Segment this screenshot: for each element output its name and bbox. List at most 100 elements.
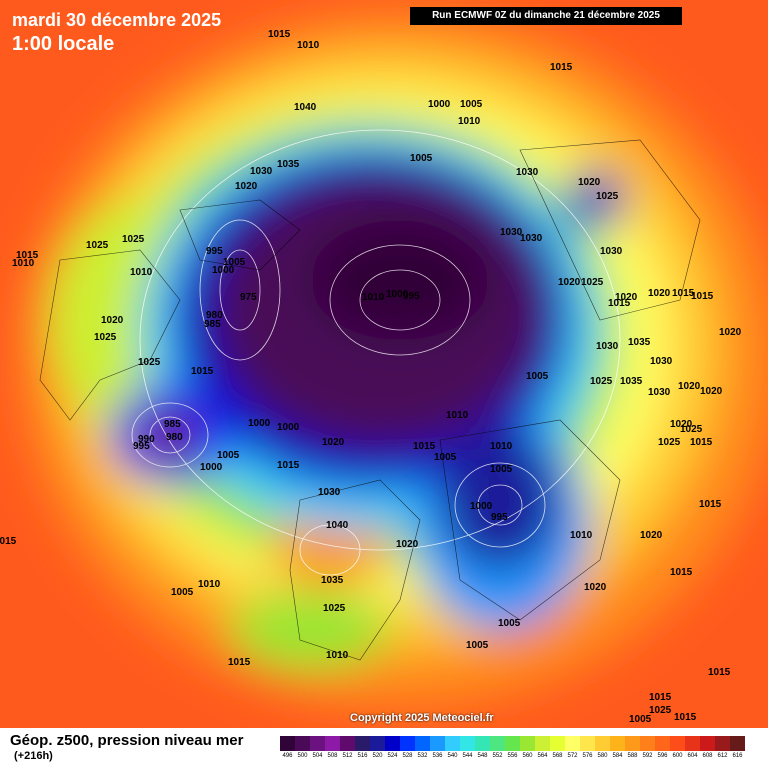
colorbar-swatch xyxy=(400,736,415,751)
isobar-label: 1015 xyxy=(649,692,672,703)
colorbar-label: 556 xyxy=(507,753,518,759)
colorbar-swatch xyxy=(715,736,730,751)
isobar-label: 1010 xyxy=(362,292,385,303)
colorbar-label: 604 xyxy=(687,753,698,759)
colorbar-label: 560 xyxy=(522,753,533,759)
isobar-label: 1020 xyxy=(584,582,607,593)
time: 1:00 locale xyxy=(12,33,115,55)
footer: Géop. z500, pression niveau mer (+216h) … xyxy=(0,728,768,768)
isobar-label: 1010 xyxy=(446,410,469,421)
isobar-label: 1015 xyxy=(550,62,573,73)
z500-field xyxy=(0,0,768,728)
isobar-label: 995 xyxy=(491,512,508,523)
isobar-label: 980 xyxy=(166,432,183,443)
isobar-label: 985 xyxy=(164,419,181,430)
isobar-label: 1000 xyxy=(428,99,451,110)
isobar-label: 1030 xyxy=(250,166,273,177)
colorbar-swatch xyxy=(430,736,445,751)
isobar-label: 1015 xyxy=(16,250,39,261)
map xyxy=(0,0,768,728)
isobar-label: 1010 xyxy=(326,650,349,661)
isobar-label: 1020 xyxy=(235,181,258,192)
isobar-label: 1020 xyxy=(719,327,742,338)
colorbar-swatch xyxy=(640,736,655,751)
isobar-label: 1040 xyxy=(326,520,349,531)
colorbar-swatch xyxy=(700,736,715,751)
isobar-label: 1020 xyxy=(678,381,701,392)
colorbar-swatch xyxy=(325,736,340,751)
isobar-label: 1015 xyxy=(672,288,695,299)
colorbar-swatch xyxy=(730,736,745,751)
isobar-label: 1025 xyxy=(658,437,681,448)
isobar-label: 995 xyxy=(206,246,223,257)
colorbar-swatch xyxy=(685,736,700,751)
isobar-label: 990 xyxy=(138,434,155,445)
isobar-label: 1000 xyxy=(200,462,223,473)
isobar-label: 1015 xyxy=(670,567,693,578)
isobar-label: 1000 xyxy=(470,501,493,512)
colorbar-label: 588 xyxy=(627,753,638,759)
colorbar-label: 576 xyxy=(582,753,593,759)
lead-time: (+216h) xyxy=(14,750,53,762)
isobar-label: 1015 xyxy=(191,366,214,377)
isobar-label: 1020 xyxy=(700,386,723,397)
colorbar-label: 564 xyxy=(537,753,548,759)
isobar-label: 1020 xyxy=(615,292,638,303)
isobar-label: 995 xyxy=(403,291,420,302)
run-info: Run ECMWF 0Z du dimanche 21 décembre 202… xyxy=(410,7,682,25)
colorbar-label: 532 xyxy=(417,753,428,759)
isobar-label: 1030 xyxy=(648,387,671,398)
isobar-label: 1020 xyxy=(322,437,345,448)
isobar-label: 1040 xyxy=(294,102,317,113)
isobar-label: 1025 xyxy=(596,191,619,202)
field-label: Géop. z500, pression niveau mer xyxy=(10,732,244,749)
isobar-label: 1015 xyxy=(691,291,714,302)
isobar-label: 1015 xyxy=(699,499,722,510)
isobar-label: 1010 xyxy=(12,258,35,269)
isobar-label: 1025 xyxy=(86,240,109,251)
isobar-label: 1005 xyxy=(460,99,483,110)
colorbar-swatch xyxy=(370,736,385,751)
colorbar-label: 580 xyxy=(597,753,608,759)
isobar-label: 1035 xyxy=(321,575,344,586)
isobar-label: 1000 xyxy=(212,265,235,276)
isobar-label: 1020 xyxy=(558,277,581,288)
isobar-label: 1020 xyxy=(396,539,419,550)
isobar-label: 1030 xyxy=(318,487,341,498)
colorbar-label: 512 xyxy=(342,753,353,759)
colorbar-label: 552 xyxy=(492,753,503,759)
colorbar-label: 536 xyxy=(432,753,443,759)
isobar-label: 1015 xyxy=(228,657,251,668)
isobar-label: 1020 xyxy=(670,419,693,430)
isobar-label: 1005 xyxy=(171,587,194,598)
colorbar-swatch xyxy=(610,736,625,751)
isobar-label: 1025 xyxy=(590,376,613,387)
colorbar-swatch xyxy=(655,736,670,751)
isobar-label: 1000 xyxy=(248,418,271,429)
isobar-label: 1015 xyxy=(413,441,436,452)
isobar-label: 995 xyxy=(133,441,150,452)
colorbar-label: 540 xyxy=(447,753,458,759)
date: mardi 30 décembre 2025 xyxy=(12,10,222,30)
colorbar-swatch xyxy=(355,736,370,751)
isobar-label: 1020 xyxy=(648,288,671,299)
colorbar-label: 600 xyxy=(672,753,683,759)
colorbar-swatch xyxy=(415,736,430,751)
colorbar-swatch xyxy=(280,736,295,751)
colorbar-label: 568 xyxy=(552,753,563,759)
isobar-label: 1015 xyxy=(708,667,731,678)
isobar-label: 975 xyxy=(240,292,257,303)
colorbar-swatch xyxy=(295,736,310,751)
isobar-label: 1015 xyxy=(268,29,291,40)
colorbar-label: 592 xyxy=(642,753,653,759)
colorbar-swatch xyxy=(580,736,595,751)
colorbar-swatch xyxy=(475,736,490,751)
isobar-label: 1020 xyxy=(640,530,663,541)
isobar-label: 1005 xyxy=(434,452,457,463)
colorbar-label: 516 xyxy=(357,753,368,759)
isobar-label: 1030 xyxy=(596,341,619,352)
colorbar-swatch xyxy=(535,736,550,751)
isobar-label: 1015 xyxy=(277,460,300,471)
isobar-label: 1000 xyxy=(386,289,409,300)
isobar-label: 1035 xyxy=(620,376,643,387)
